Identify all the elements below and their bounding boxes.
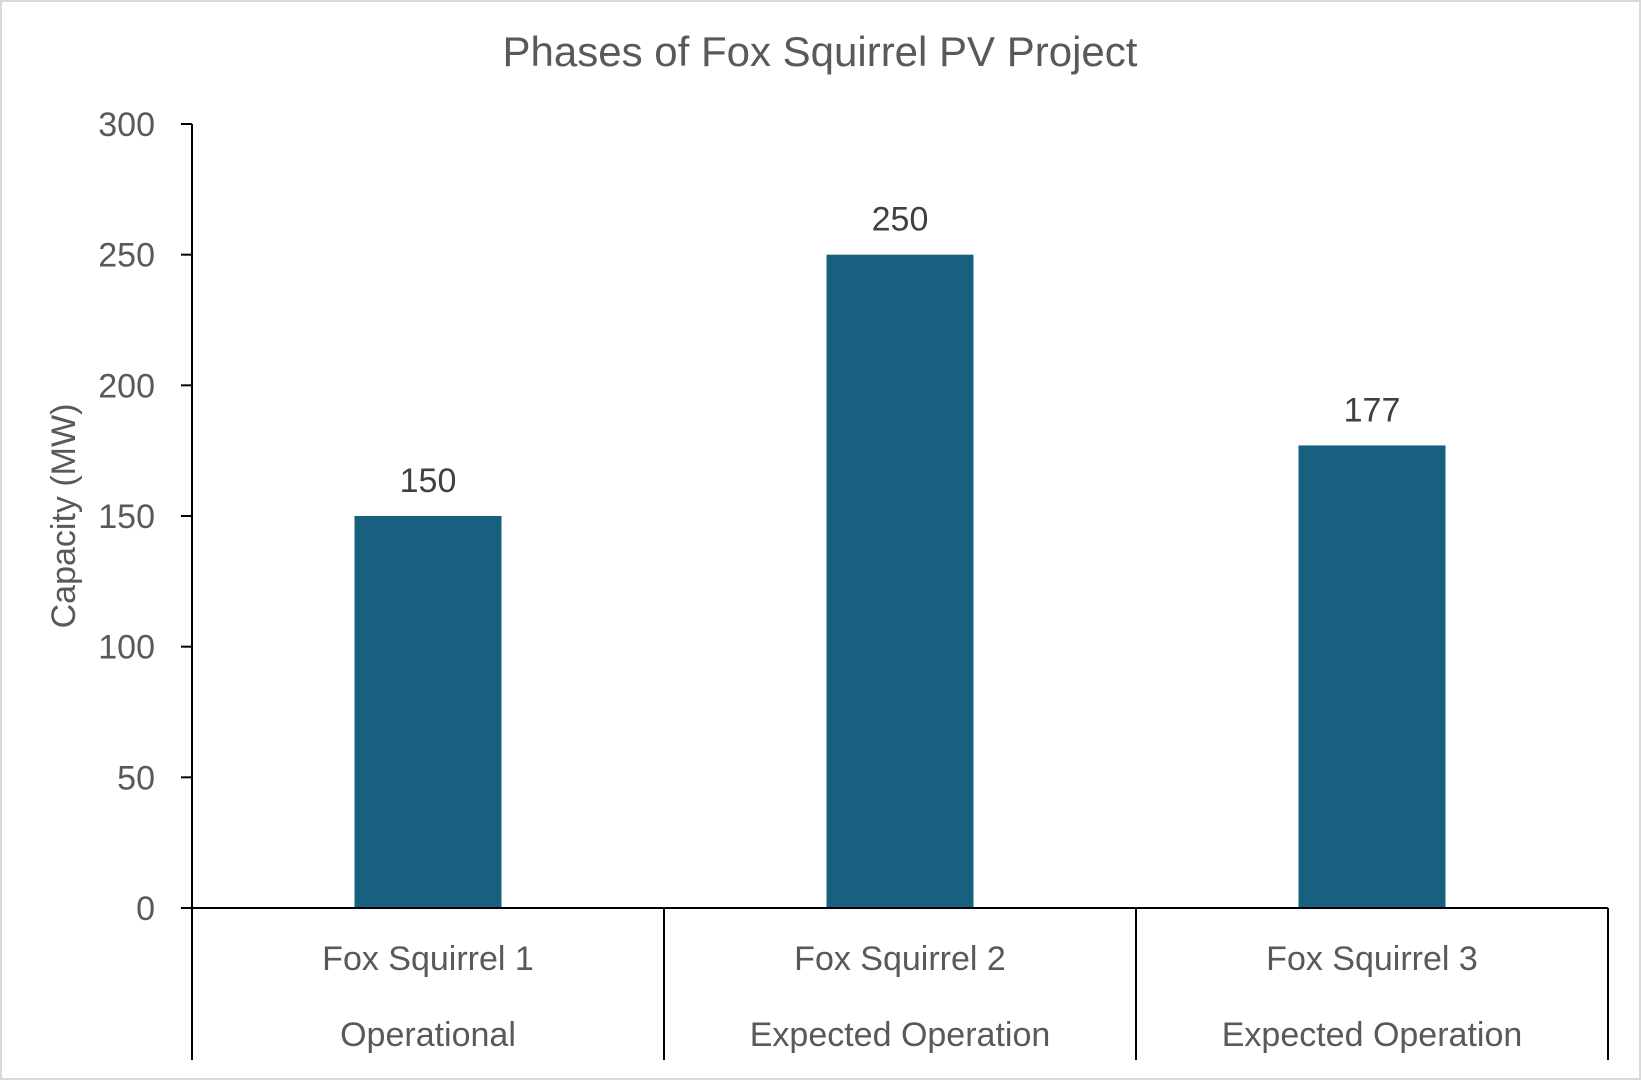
y-tick-label: 150 <box>98 498 155 536</box>
data-label: 250 <box>872 201 929 239</box>
y-tick-label: 0 <box>136 890 155 928</box>
data-label: 177 <box>1344 391 1401 429</box>
y-tick-label: 50 <box>117 759 155 797</box>
x-category-label: Fox Squirrel 3 <box>1266 940 1478 978</box>
y-tick-label: 100 <box>98 629 155 667</box>
data-label: 150 <box>400 462 457 500</box>
x-axis: Fox Squirrel 1 Operational Fox Squirrel 2 E… <box>181 907 1609 1060</box>
y-axis-title: Capacity (MW) <box>45 404 83 629</box>
x-category-label: Fox Squirrel 1 <box>322 940 534 978</box>
y-tick-label: 200 <box>98 367 155 405</box>
x-category-status-label: Operational <box>340 1016 516 1054</box>
y-tick-label: 300 <box>98 106 155 144</box>
chart-title: Phases of Fox Squirrel PV Project <box>503 28 1138 75</box>
x-category-label: Fox Squirrel 2 <box>794 940 1006 978</box>
bars: 150 250 177 <box>354 201 1446 908</box>
x-category-status-label: Expected Operation <box>1222 1016 1523 1054</box>
bar <box>354 516 502 908</box>
x-category-status-label: Expected Operation <box>750 1016 1051 1054</box>
bar <box>1298 445 1446 908</box>
y-axis: 0 50 100 150 200 250 300 <box>98 106 193 928</box>
bar <box>826 254 974 908</box>
y-tick-label: 250 <box>98 237 155 275</box>
